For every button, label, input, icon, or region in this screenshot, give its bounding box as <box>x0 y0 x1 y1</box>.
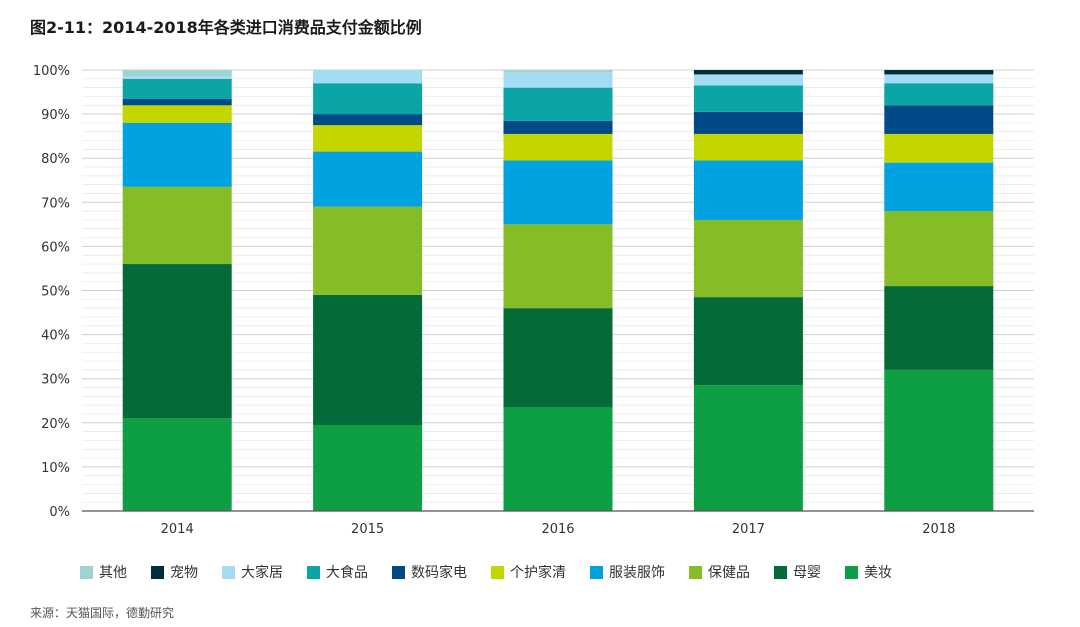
legend-label: 个护家清 <box>510 565 566 581</box>
y-tick-label: 0% <box>49 505 70 520</box>
bar-segment <box>313 114 423 126</box>
legend-label: 服装服饰 <box>609 565 665 581</box>
legend-swatch <box>689 565 702 579</box>
legend-item: 其他 <box>80 562 127 582</box>
legend-item: 宠物 <box>151 562 198 582</box>
bar-segment <box>313 425 423 511</box>
legend-item: 个护家清 <box>491 562 566 582</box>
x-tick-label: 2015 <box>351 522 384 537</box>
bar-segment <box>884 162 994 212</box>
axes: 0% 10% 20% 30% 40% 50% 60% 70% 80% 90% 100% 2014 201… <box>33 64 1034 537</box>
bar-segment <box>313 294 423 426</box>
y-tick-label: 90% <box>41 108 70 123</box>
legend-swatch <box>845 565 858 579</box>
legend-label: 美妆 <box>864 565 892 581</box>
legend-label: 大食品 <box>326 565 368 581</box>
bar-segment <box>693 74 803 86</box>
legend-swatch <box>590 565 603 579</box>
bar-segment <box>693 70 803 75</box>
bar-segment <box>693 85 803 112</box>
legend-item: 大家居 <box>222 562 283 582</box>
bar-segment <box>122 70 232 77</box>
bar-segment <box>884 133 994 163</box>
bar-segment <box>503 160 613 225</box>
legend-swatch <box>392 565 405 579</box>
bar-segment <box>693 219 803 298</box>
legend-item: 数码家电 <box>392 562 467 582</box>
legend-item: 保健品 <box>689 562 750 582</box>
bar-segment <box>503 308 613 408</box>
legend-label: 其他 <box>99 565 127 581</box>
legend: 其他 宠物 大家居 大食品 数码家电 个护家清 服装服饰 保健品 母婴 美妆 <box>80 562 916 582</box>
y-tick-label: 100% <box>33 64 70 79</box>
legend-swatch <box>491 565 504 579</box>
legend-swatch <box>307 565 320 579</box>
bar-segment <box>122 418 232 511</box>
legend-label: 宠物 <box>170 565 198 581</box>
legend-label: 数码家电 <box>411 565 467 581</box>
y-tick-label: 80% <box>41 152 70 167</box>
bar-segment <box>693 297 803 386</box>
chart-title: 图2-11：2014-2018年各类进口消费品支付金额比例 <box>30 18 422 37</box>
x-tick-label: 2016 <box>541 522 574 537</box>
bar-segment <box>313 125 423 152</box>
legend-item: 大食品 <box>307 562 368 582</box>
y-tick-label: 50% <box>41 285 70 300</box>
y-tick-label: 40% <box>41 329 70 344</box>
bar-segment <box>503 120 613 134</box>
bar-segment <box>884 74 994 84</box>
y-tick-label: 30% <box>41 373 70 388</box>
y-tick-label: 60% <box>41 240 70 255</box>
bar-segment <box>884 70 994 75</box>
bar-segment <box>122 122 232 187</box>
bars <box>122 70 994 511</box>
legend-label: 保健品 <box>708 565 750 581</box>
y-tick-label: 20% <box>41 417 70 432</box>
bar-segment <box>122 76 232 79</box>
bar-segment <box>503 407 613 511</box>
bar-segment <box>503 133 613 161</box>
legend-item: 母婴 <box>774 562 821 582</box>
y-tick-label: 10% <box>41 461 70 476</box>
bar-segment <box>503 70 613 73</box>
legend-item: 服装服饰 <box>590 562 665 582</box>
x-tick-label: 2018 <box>922 522 955 537</box>
source-note: 来源：天猫国际，德勤研究 <box>30 606 175 620</box>
bar-segment <box>122 186 232 265</box>
bar-segment <box>693 111 803 134</box>
x-tick-label: 2017 <box>732 522 765 537</box>
x-tick-label: 2014 <box>161 522 194 537</box>
bar-segment <box>122 78 232 99</box>
legend-swatch <box>222 565 235 579</box>
legend-label: 母婴 <box>793 565 821 581</box>
bar-segment <box>884 211 994 287</box>
bar-segment <box>122 105 232 123</box>
bar-segment <box>884 286 994 370</box>
legend-swatch <box>774 565 787 579</box>
bar-segment <box>503 72 613 88</box>
bar-segment <box>313 151 423 207</box>
legend-swatch <box>151 565 164 579</box>
legend-label: 大家居 <box>241 565 283 581</box>
bar-segment <box>122 98 232 106</box>
bar-segment <box>693 160 803 220</box>
bar-segment <box>884 369 994 511</box>
bar-segment <box>503 224 613 309</box>
bar-segment <box>313 206 423 295</box>
bar-segment <box>313 83 423 115</box>
bar-segment <box>884 105 994 134</box>
bar-segment <box>693 385 803 511</box>
bar-segment <box>313 70 423 84</box>
bar-segment <box>693 133 803 161</box>
bar-segment <box>122 264 232 419</box>
legend-item: 美妆 <box>845 562 892 582</box>
bar-segment <box>503 87 613 121</box>
y-tick-label: 70% <box>41 196 70 211</box>
bar-segment <box>884 83 994 106</box>
legend-swatch <box>80 565 93 579</box>
